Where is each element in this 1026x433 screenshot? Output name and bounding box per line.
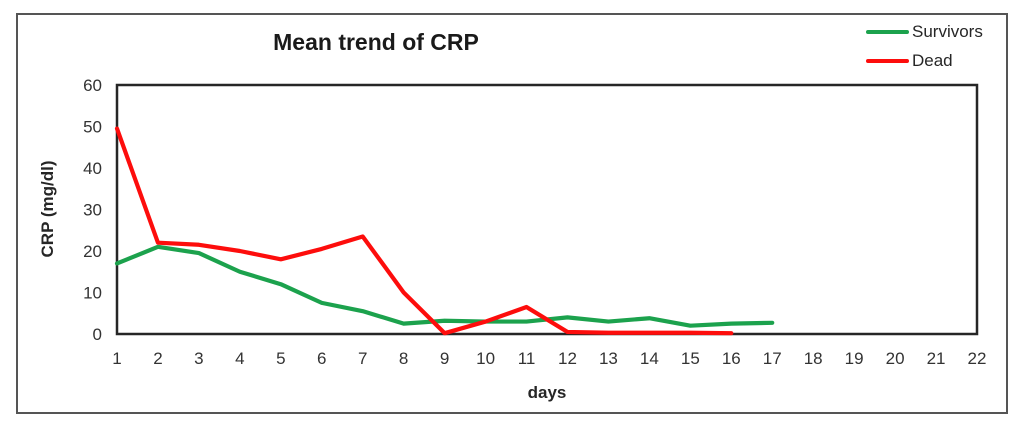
x-tick-label: 14 (640, 349, 659, 368)
y-tick-label: 10 (83, 284, 102, 303)
x-tick-label: 15 (681, 349, 700, 368)
x-axis-title: days (527, 383, 567, 402)
legend-label-survivors: Survivors (912, 22, 983, 41)
survivors-line (114, 244, 775, 328)
x-tick-label: 19 (845, 349, 864, 368)
figure-border (16, 13, 1008, 414)
x-tick-label: 20 (886, 349, 905, 368)
dead-line-swatch (866, 59, 909, 63)
y-tick-label: 40 (83, 159, 102, 178)
dead-line (114, 126, 734, 336)
x-tick-label: 12 (558, 349, 577, 368)
x-tick-label: 3 (194, 349, 203, 368)
y-tick-label: 30 (83, 201, 102, 220)
survivors-line-swatch (866, 30, 909, 34)
y-tick-label: 0 (93, 325, 102, 344)
x-tick-label: 9 (440, 349, 449, 368)
x-tick-label: 17 (763, 349, 782, 368)
x-tick-label: 4 (235, 349, 244, 368)
x-tick-label: 21 (927, 349, 946, 368)
x-tick-label: 11 (518, 349, 536, 368)
x-tick-label: 22 (968, 349, 987, 368)
y-tick-label: 50 (83, 118, 102, 137)
chart-title: Mean trend of CRP (273, 29, 479, 55)
legend-entry-dead: Dead (866, 50, 983, 72)
x-tick-label: 16 (722, 349, 741, 368)
x-tick-label: 1 (112, 349, 121, 368)
x-tick-label: 2 (153, 349, 162, 368)
x-tick-label: 5 (276, 349, 285, 368)
legend-entry-survivors: Survivors (866, 21, 983, 43)
y-tick-label: 20 (83, 242, 102, 261)
x-tick-label: 6 (317, 349, 326, 368)
x-tick-label: 13 (599, 349, 618, 368)
x-tick-label: 10 (476, 349, 495, 368)
x-tick-label: 7 (358, 349, 367, 368)
y-tick-label: 60 (83, 76, 102, 95)
legend: Survivors Dead (866, 21, 983, 72)
plot-area-border (115, 83, 979, 336)
legend-label-dead: Dead (912, 51, 953, 70)
x-tick-label: 18 (804, 349, 823, 368)
x-tick-label: 8 (399, 349, 408, 368)
